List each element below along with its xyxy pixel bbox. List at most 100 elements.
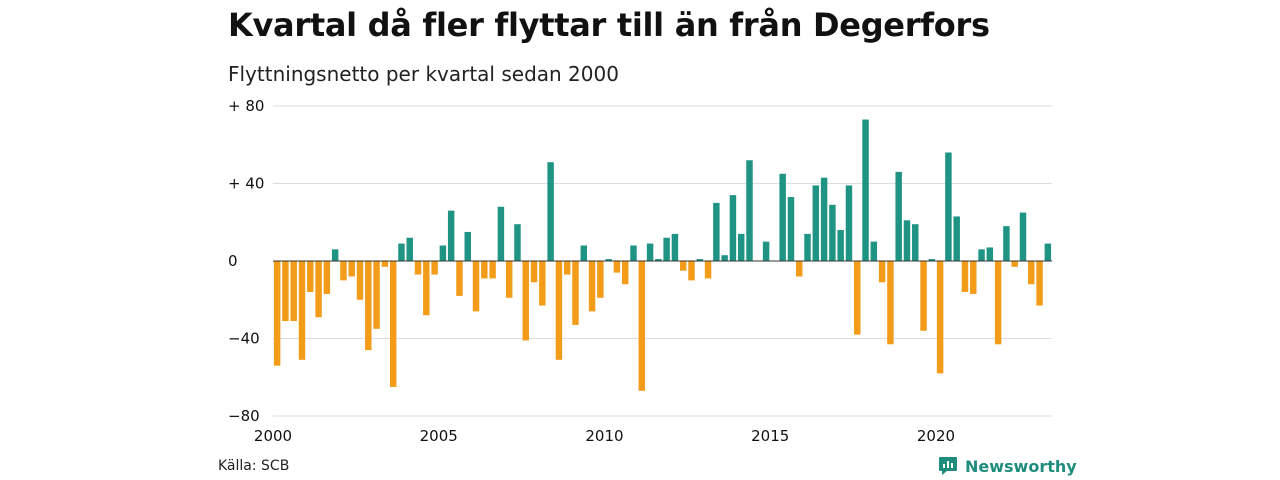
bar: [389, 261, 397, 387]
bar: [671, 233, 679, 262]
bar: [862, 119, 869, 261]
bar: [315, 261, 322, 318]
bar: [779, 173, 786, 261]
bar: [829, 204, 836, 261]
bar: [1019, 212, 1027, 261]
bar: [481, 261, 488, 279]
bar: [928, 259, 936, 261]
bar: [555, 261, 563, 360]
bar: [580, 245, 587, 261]
bar: [323, 261, 331, 294]
x-axis-ticks: 2000 2005 2010 2015 2020: [254, 427, 955, 445]
bar: [920, 261, 927, 331]
bar: [588, 261, 596, 312]
bar: [497, 206, 505, 261]
x-tick-label: 2010: [585, 427, 623, 445]
bar: [298, 261, 306, 360]
bar: [597, 261, 604, 298]
bar: [895, 171, 902, 262]
bars: [273, 119, 1052, 391]
bar: [812, 185, 820, 261]
bar: [804, 233, 811, 262]
bar: [688, 261, 695, 281]
bar: [1003, 226, 1010, 262]
bar: [870, 241, 878, 262]
bar: [994, 261, 1002, 345]
bar: [273, 261, 281, 366]
bar: [282, 261, 289, 322]
bar: [406, 237, 413, 261]
bar: [845, 185, 853, 261]
bar: [307, 261, 314, 292]
bar: [439, 245, 447, 261]
bar: [373, 261, 380, 329]
bar: [414, 261, 422, 275]
bar: [331, 249, 339, 262]
grid-lines: [273, 105, 1052, 417]
bar: [398, 243, 405, 261]
bar: [505, 261, 513, 298]
x-tick-label: 2005: [420, 427, 458, 445]
y-tick-label: −40: [228, 330, 260, 348]
bar: [854, 261, 861, 335]
bar: [613, 261, 621, 273]
bar: [605, 259, 612, 261]
bar: [704, 261, 712, 279]
bar: [787, 197, 795, 261]
y-tick-label: −80: [228, 407, 260, 425]
bar: [646, 243, 654, 261]
bar: [953, 216, 960, 261]
bar: [903, 220, 911, 261]
source-label: Källa: SCB: [218, 458, 290, 474]
bar: [936, 261, 944, 374]
bar: [431, 261, 438, 275]
bar: [696, 259, 704, 261]
bar: [878, 261, 886, 283]
bar: [945, 152, 952, 261]
y-axis-ticks: −80 −40 0 + 40 + 80: [228, 97, 264, 425]
bar: [738, 233, 745, 262]
bar: [1011, 261, 1018, 267]
bar: [514, 224, 521, 261]
bar: [563, 261, 571, 275]
x-tick-label: 2020: [917, 427, 955, 445]
x-tick-label: 2015: [751, 427, 789, 445]
bar: [340, 261, 347, 281]
bar: [679, 261, 687, 271]
y-tick-label: 0: [228, 252, 238, 270]
chart-subtitle: Flyttningsnetto per kvartal sedan 2000: [228, 62, 619, 86]
y-tick-label: + 40: [228, 175, 264, 193]
bar: [912, 224, 919, 261]
bar: [1028, 261, 1035, 285]
bar: [381, 261, 389, 267]
bar: [1044, 243, 1052, 261]
brand-logo: Newsworthy: [937, 455, 1077, 477]
bar: [970, 261, 977, 294]
bar: [961, 261, 969, 292]
bar: [887, 261, 894, 345]
bar: [464, 231, 471, 261]
chart-title: Kvartal då fler flyttar till än från Deg…: [228, 6, 990, 44]
bar: [796, 261, 803, 277]
bar: [721, 255, 728, 261]
bar: [530, 261, 538, 283]
bar: [547, 162, 554, 261]
bar: [522, 261, 529, 341]
bar-chart: −80 −40 0 + 40 + 80 2000 2005 2010 2015 2020: [228, 97, 1052, 445]
bar: [489, 261, 496, 279]
bar: [456, 261, 463, 296]
bar: [663, 237, 670, 261]
bar: [820, 177, 828, 261]
bar: [447, 210, 455, 262]
bar: [746, 160, 753, 261]
bar: [986, 247, 994, 261]
bar: [290, 261, 297, 322]
bar: [837, 230, 844, 261]
bar: [356, 261, 364, 300]
bar: [539, 261, 546, 306]
brand-name: Newsworthy: [965, 456, 1077, 476]
bar: [621, 261, 629, 285]
bar: [348, 261, 355, 277]
bar: [978, 249, 985, 262]
bar: [630, 245, 637, 261]
